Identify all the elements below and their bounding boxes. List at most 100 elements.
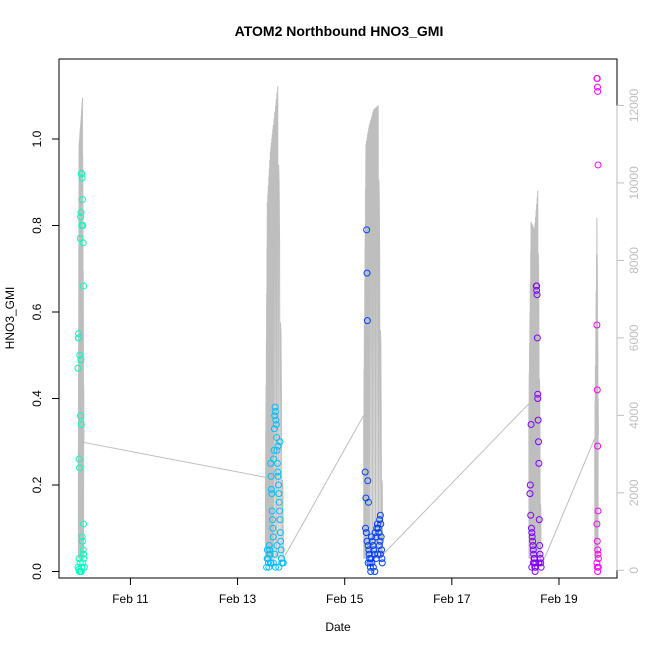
data-point: [270, 455, 278, 463]
data-point: [366, 559, 374, 567]
data-point: [271, 412, 279, 420]
y-tick-label: 1.0: [30, 130, 44, 147]
data-point: [535, 459, 543, 467]
data-point: [533, 334, 541, 342]
data-point: [269, 524, 277, 532]
data-point: [363, 226, 371, 234]
altitude-connector: [382, 403, 530, 556]
data-point: [594, 161, 602, 169]
data-point: [362, 524, 370, 532]
data-point: [378, 559, 386, 567]
data-point: [264, 559, 272, 567]
data-point: [594, 550, 602, 558]
data-point: [77, 356, 85, 364]
data-point: [271, 403, 279, 411]
data-point: [529, 559, 537, 567]
data-point: [594, 555, 602, 563]
y-right-tick-label: 2000: [627, 479, 641, 506]
data-point: [593, 74, 601, 82]
data-point: [80, 282, 88, 290]
altitude-profile: [528, 190, 542, 567]
data-point: [529, 542, 537, 550]
y-tick-label: 0.8: [30, 217, 44, 234]
data-point: [367, 555, 375, 563]
data-point: [593, 559, 601, 567]
data-point: [77, 412, 85, 420]
data-point: [363, 269, 371, 277]
data-point: [372, 555, 380, 563]
data-point: [78, 170, 86, 178]
data-point: [531, 568, 539, 576]
data-point: [78, 563, 86, 571]
data-point: [534, 390, 542, 398]
data-point: [79, 559, 87, 567]
data-point: [363, 317, 371, 325]
data-point: [536, 542, 544, 550]
data-point: [272, 563, 279, 571]
data-point: [265, 542, 273, 550]
data-point: [276, 529, 284, 537]
data-point: [594, 87, 602, 95]
data-point: [79, 239, 87, 247]
data-point: [78, 174, 86, 182]
data-point: [272, 416, 280, 424]
data-point: [266, 546, 274, 554]
data-point: [526, 490, 534, 498]
data-point: [376, 550, 384, 558]
data-point: [364, 477, 372, 485]
data-point: [271, 550, 279, 558]
data-point: [75, 455, 83, 463]
altitude-connector: [83, 441, 266, 478]
data-point: [274, 472, 282, 480]
data-point: [593, 520, 601, 528]
data-point: [376, 537, 384, 545]
data-point: [378, 546, 386, 554]
data-point: [276, 507, 284, 515]
data-point: [267, 559, 275, 567]
x-tick-label: Feb 11: [112, 592, 149, 606]
y-tick-label: 0.0: [30, 563, 44, 580]
x-tick-label: Feb 15: [326, 592, 364, 606]
y-right-tick-label: 4000: [627, 402, 641, 429]
data-point: [77, 420, 85, 428]
data-point: [533, 282, 541, 290]
y-right-tick-label: 0: [627, 567, 641, 574]
altitude-profile: [264, 86, 284, 559]
data-point: [364, 542, 372, 550]
data-point: [362, 529, 370, 537]
data-point: [78, 537, 86, 545]
data-point: [367, 533, 375, 541]
data-point: [527, 420, 535, 428]
data-point: [275, 490, 283, 498]
altitude-connector: [282, 415, 365, 559]
data-point: [537, 559, 545, 567]
data-point: [75, 555, 83, 563]
y-right-tick-label: 10000: [627, 166, 641, 200]
data-point: [269, 533, 277, 541]
y-tick-label: 0.6: [30, 303, 44, 320]
y-right-tick-label: 12000: [627, 88, 641, 122]
data-point: [80, 555, 88, 563]
altitude-profile: [363, 105, 384, 559]
data-point: [535, 516, 543, 524]
data-point: [593, 83, 601, 91]
data-point: [273, 459, 281, 467]
data-point: [528, 563, 536, 571]
data-point: [536, 550, 544, 558]
data-point: [80, 550, 88, 558]
y-tick-label: 0.2: [30, 476, 44, 493]
data-point: [74, 364, 82, 372]
data-point: [273, 433, 281, 441]
x-axis: Feb 11 Feb 13 Feb 15 Feb 17 Feb 19: [112, 578, 578, 606]
chart-title: ATOM2 Northbound HNO3_GMI: [235, 23, 444, 39]
data-point: [274, 481, 282, 489]
points-layer: [74, 74, 602, 576]
data-point: [534, 416, 542, 424]
data-point: [368, 537, 376, 545]
data-point: [277, 537, 285, 545]
altitude-profile: [77, 97, 85, 559]
y-tick-label: 0.4: [30, 390, 44, 407]
data-point: [593, 386, 601, 394]
data-point: [376, 516, 384, 524]
